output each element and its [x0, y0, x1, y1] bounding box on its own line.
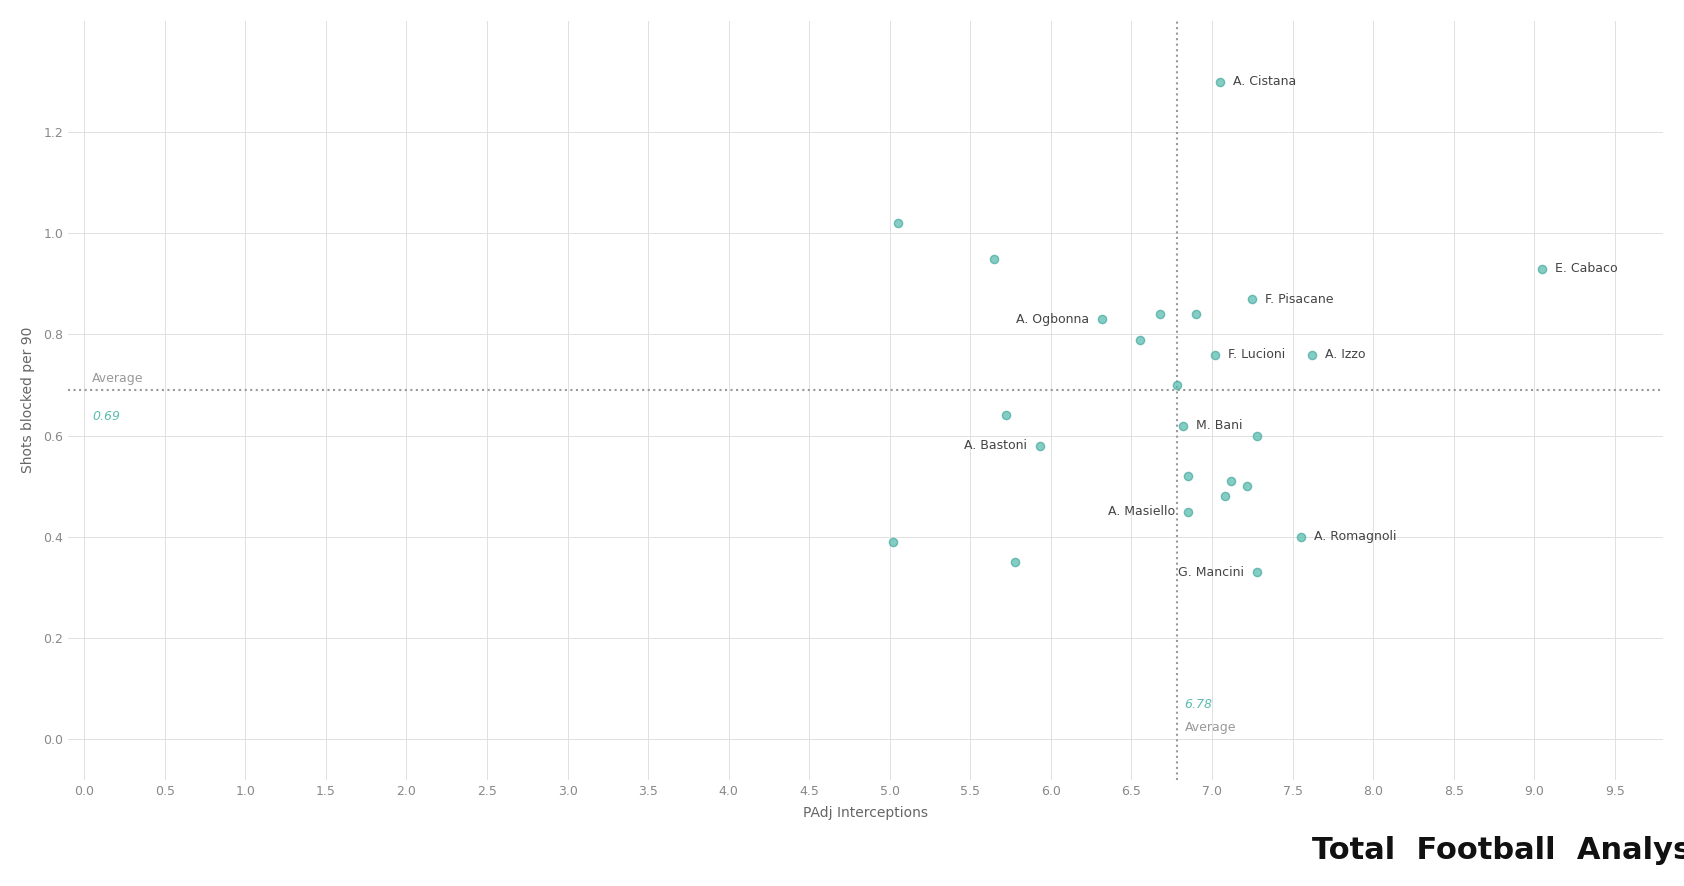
Text: E. Cabaco: E. Cabaco — [1556, 262, 1618, 276]
Point — [1127, 332, 1154, 346]
Point — [1090, 312, 1116, 326]
Text: A. Izzo: A. Izzo — [1325, 348, 1366, 361]
Text: A. Masiello: A. Masiello — [1108, 505, 1175, 518]
Text: F. Pisacane: F. Pisacane — [1265, 292, 1334, 306]
Text: Average: Average — [93, 372, 143, 385]
Text: M. Bani: M. Bani — [1196, 419, 1243, 432]
Point — [1234, 479, 1261, 494]
Text: A. Ogbonna: A. Ogbonna — [1017, 313, 1090, 326]
Text: 0.69: 0.69 — [93, 410, 120, 423]
Y-axis label: Shots blocked per 90: Shots blocked per 90 — [20, 327, 35, 473]
Point — [884, 216, 911, 230]
Point — [1202, 347, 1229, 361]
X-axis label: PAdj Interceptions: PAdj Interceptions — [803, 806, 928, 820]
Point — [1211, 489, 1238, 503]
Point — [879, 535, 906, 549]
Point — [1002, 555, 1029, 569]
Point — [1298, 347, 1325, 361]
Point — [1207, 74, 1234, 89]
Point — [1239, 292, 1266, 307]
Point — [1174, 469, 1201, 483]
Point — [1164, 378, 1191, 392]
Text: 6.78: 6.78 — [1184, 698, 1212, 711]
Text: A. Romagnoli: A. Romagnoli — [1314, 531, 1396, 543]
Point — [1218, 474, 1244, 488]
Text: A. Bastoni: A. Bastoni — [963, 439, 1027, 452]
Point — [1147, 307, 1174, 322]
Point — [1287, 530, 1314, 544]
Point — [1174, 504, 1201, 518]
Point — [1170, 418, 1197, 432]
Text: Total  Football  Analysis: Total Football Analysis — [1312, 836, 1684, 865]
Point — [1244, 565, 1271, 579]
Point — [992, 408, 1019, 423]
Point — [1026, 439, 1052, 453]
Point — [1244, 429, 1271, 443]
Text: Average: Average — [1184, 721, 1236, 734]
Point — [1529, 261, 1556, 276]
Point — [1182, 307, 1209, 322]
Point — [982, 252, 1009, 266]
Text: A. Cistana: A. Cistana — [1233, 75, 1297, 88]
Text: F. Lucioni: F. Lucioni — [1228, 348, 1285, 361]
Text: G. Mancini: G. Mancini — [1179, 566, 1244, 579]
